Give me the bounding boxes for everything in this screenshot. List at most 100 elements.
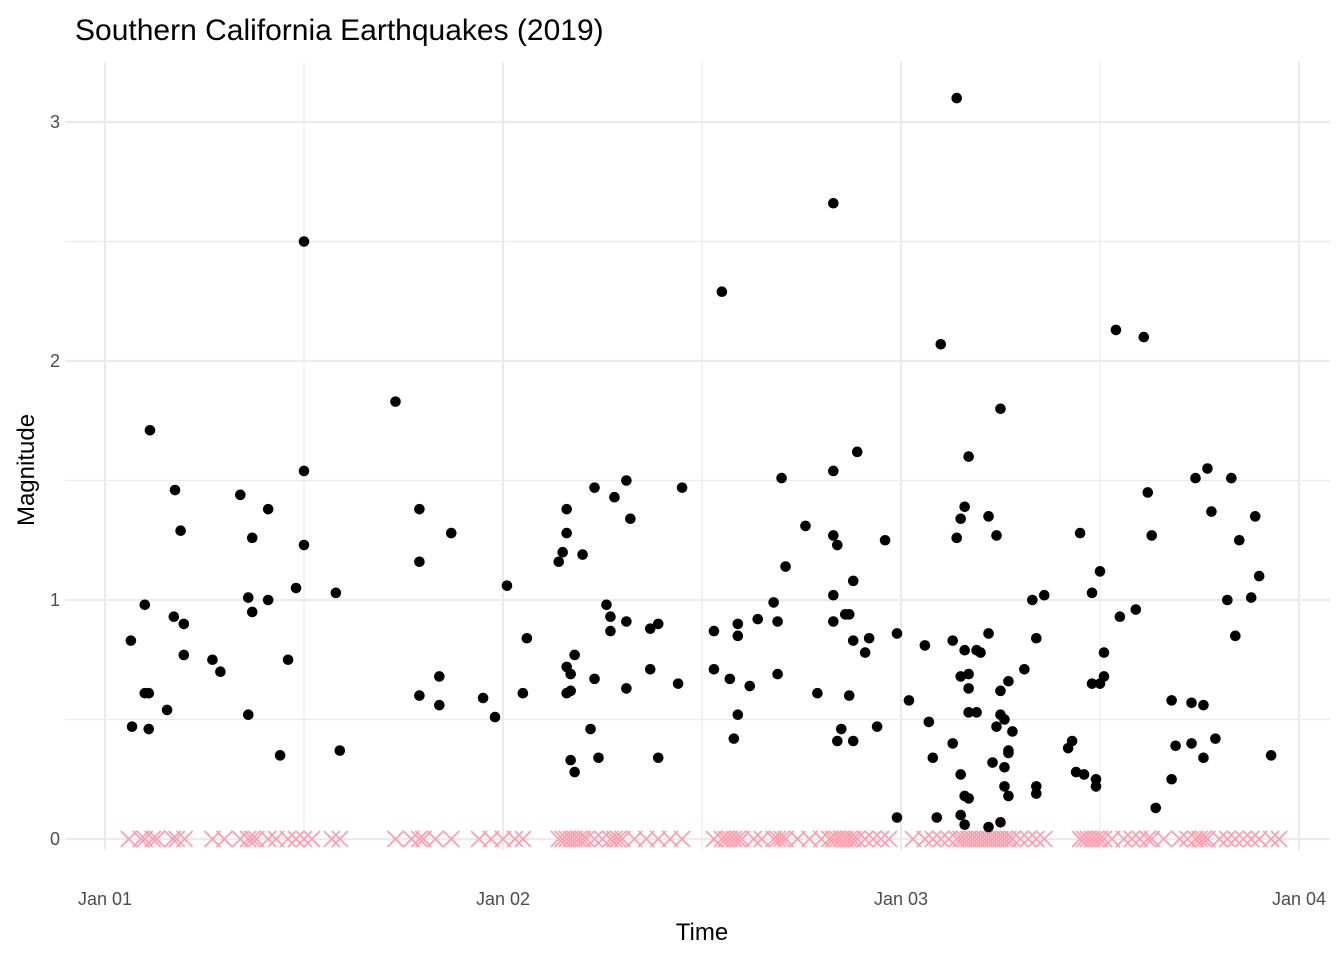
zero-x-marker — [148, 830, 166, 848]
data-point — [605, 625, 616, 637]
data-point — [927, 752, 939, 764]
zero-x-marker — [243, 830, 261, 848]
zero-x-marker — [832, 830, 850, 848]
x-axis-ticks: Jan 01 Jan 02 Jan 03 Jan 04 — [78, 889, 1326, 909]
zero-x-marker — [613, 830, 632, 848]
zero-x-marker — [1003, 830, 1022, 848]
zero-x-marker — [1190, 830, 1209, 848]
data-point — [963, 451, 974, 462]
zero-x-marker — [745, 830, 763, 848]
data-point — [1253, 570, 1265, 582]
zero-x-marker — [717, 830, 735, 848]
zero-x-marker — [844, 830, 862, 848]
data-point — [1230, 630, 1241, 642]
zero-x-marker — [410, 830, 429, 848]
data-point — [1186, 738, 1197, 749]
data-point — [1166, 773, 1177, 785]
zero-x-marker — [848, 830, 866, 848]
data-point — [999, 762, 1010, 773]
data-point — [983, 628, 994, 639]
zero-x-marker — [960, 830, 978, 848]
data-point — [178, 649, 190, 661]
y-tick-label: 1 — [50, 590, 60, 610]
zero-x-marker — [1178, 830, 1197, 848]
zero-x-marker — [1210, 830, 1229, 848]
data-point — [1074, 527, 1086, 539]
zero-x-marker — [1079, 830, 1097, 848]
zero-x-marker — [864, 830, 882, 848]
zero-x-marker — [964, 830, 982, 848]
zero-x-marker — [295, 830, 313, 848]
zero-x-marker — [414, 830, 433, 848]
data-point — [999, 714, 1010, 725]
zero-x-marker — [239, 830, 257, 848]
data-point — [1186, 697, 1197, 709]
data-point — [828, 465, 839, 477]
zero-x-marker — [1095, 830, 1113, 848]
zero-x-marker — [1250, 830, 1268, 848]
zero-x-marker — [924, 830, 942, 848]
data-point — [1222, 594, 1233, 606]
data-point — [1019, 664, 1030, 675]
data-point — [246, 532, 258, 544]
data-point — [434, 671, 445, 682]
zero-x-marker — [1071, 830, 1089, 848]
data-point — [565, 685, 576, 697]
zero-x-marker — [987, 830, 1006, 848]
zero-x-marker — [661, 830, 679, 848]
data-point — [1166, 695, 1177, 706]
data-point — [414, 503, 425, 515]
data-point — [708, 664, 720, 675]
zero-x-marker — [203, 830, 222, 848]
data-point — [959, 644, 970, 656]
zero-x-marker — [1226, 830, 1244, 848]
data-point — [1003, 790, 1014, 802]
zero-x-marker — [932, 830, 950, 848]
grid — [65, 62, 1330, 850]
data-point — [589, 482, 600, 493]
zero-x-marker — [975, 830, 994, 848]
zero-x-marker — [1083, 830, 1101, 848]
data-point — [242, 709, 254, 721]
data-point — [1146, 530, 1158, 541]
zero-x-marker — [733, 830, 751, 848]
data-point — [569, 649, 580, 661]
zero-x-marker — [1103, 830, 1121, 848]
zero-x-marker — [287, 830, 305, 848]
data-point — [621, 616, 632, 627]
chart-title: Southern California Earthquakes (2019) — [75, 14, 604, 47]
data-point — [1190, 472, 1201, 484]
data-point — [991, 721, 1002, 732]
data-point — [1110, 324, 1122, 336]
zero-x-marker — [1218, 830, 1236, 848]
data-point — [585, 723, 596, 735]
zero-x-marker — [1123, 830, 1141, 848]
zero-x-marker — [506, 830, 524, 848]
zero-x-marker — [836, 830, 854, 848]
x-tick-label: Jan 01 — [78, 889, 132, 909]
data-point — [652, 752, 664, 764]
data-point — [175, 525, 186, 536]
data-point — [169, 484, 181, 496]
data-point — [644, 664, 656, 675]
zero-x-marker — [772, 830, 791, 848]
data-point — [871, 721, 883, 732]
data-point — [1031, 632, 1042, 644]
zero-x-marker — [482, 830, 500, 848]
zero-x-marker — [705, 830, 723, 848]
data-point — [1098, 671, 1110, 682]
data-point — [923, 716, 935, 728]
data-point — [625, 513, 636, 525]
zero-x-marker — [880, 830, 898, 848]
data-point — [390, 396, 401, 407]
y-tick-label: 3 — [50, 112, 60, 132]
zero-x-marker — [573, 830, 592, 848]
data-point — [947, 738, 959, 749]
data-point — [1150, 802, 1162, 814]
zero-x-marker — [494, 830, 512, 848]
zero-x-marker — [637, 830, 655, 848]
zero-x-marker — [967, 830, 986, 848]
data-point — [995, 403, 1006, 415]
data-point — [1038, 589, 1050, 601]
